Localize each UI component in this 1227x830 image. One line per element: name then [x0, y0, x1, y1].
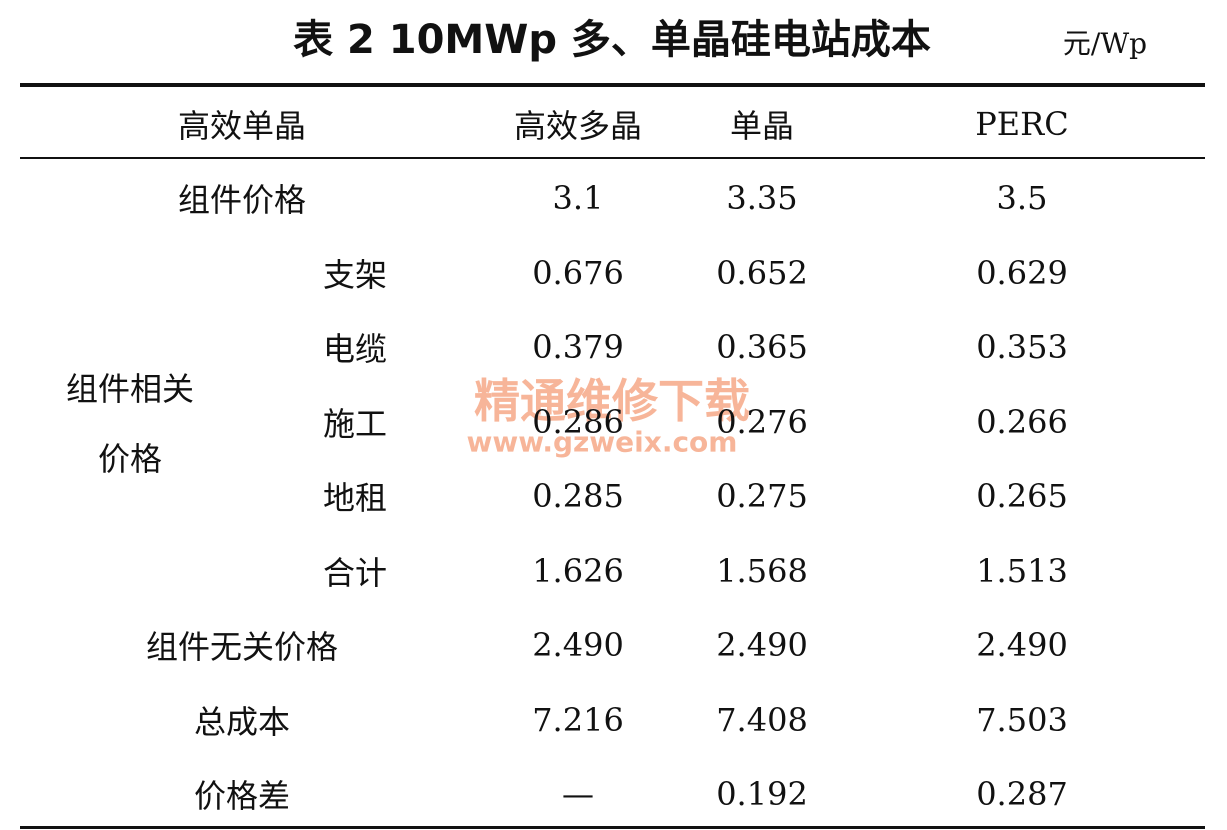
watermark: 精通维修下载 [474, 374, 750, 428]
cell: 3.5 [996, 179, 1048, 217]
cell: 1.568 [716, 551, 808, 590]
row-label: 组件价格 [177, 181, 307, 219]
cell: 2.490 [532, 626, 624, 664]
header-cell: PERC [975, 105, 1069, 143]
row-sublabel: 地租 [322, 479, 388, 517]
top-rule [20, 83, 1205, 87]
cell: 0.276 [716, 402, 808, 441]
cell: 3.35 [726, 179, 798, 217]
cell: 0.285 [532, 477, 624, 515]
row-label: 总成本 [193, 702, 291, 741]
cell: 0.365 [716, 328, 808, 366]
cell: 0.192 [716, 775, 808, 813]
header-rule [20, 157, 1205, 159]
cell: 0.629 [976, 253, 1068, 292]
cell: 2.490 [976, 626, 1068, 664]
cell: 2.490 [716, 626, 808, 664]
cell: 7.503 [976, 700, 1068, 739]
header-cell: 高效多晶 [513, 107, 643, 145]
row-sublabel: 电缆 [322, 330, 388, 368]
cell: 0.266 [976, 402, 1068, 441]
bottom-rule [20, 826, 1205, 829]
row-sublabel: 合计 [322, 553, 388, 592]
cell: 0.275 [716, 477, 808, 515]
row-label: 价格差 [193, 777, 291, 815]
cell: 0.676 [532, 253, 624, 292]
cell: 0.379 [532, 328, 624, 366]
row-label: 组件无关价格 [145, 628, 339, 666]
watermark-url: www.gzweix.com [466, 425, 738, 459]
row-sublabel: 施工 [322, 404, 388, 443]
cell: 0.652 [716, 253, 808, 292]
header-cell: 单晶 [729, 107, 795, 145]
header-cell: 高效单晶 [177, 107, 307, 145]
cell: 1.626 [532, 551, 624, 590]
cell: 7.408 [716, 700, 808, 739]
cell: — [562, 775, 594, 813]
cell: 0.286 [532, 402, 624, 441]
cell: 0.353 [976, 328, 1068, 366]
cell: 7.216 [532, 700, 624, 739]
cell: 0.265 [976, 477, 1068, 515]
row-sublabel: 支架 [322, 255, 388, 294]
group-label: 组件相关 [65, 369, 195, 408]
cell: 1.513 [976, 551, 1068, 590]
group-label: 价格 [97, 439, 163, 478]
unit-label: 元/Wp [1062, 27, 1148, 60]
table-title: 表 2 10MWp 多、单晶硅电站成本 [293, 17, 931, 63]
cell: 3.1 [552, 179, 604, 217]
cell: 0.287 [976, 775, 1068, 813]
